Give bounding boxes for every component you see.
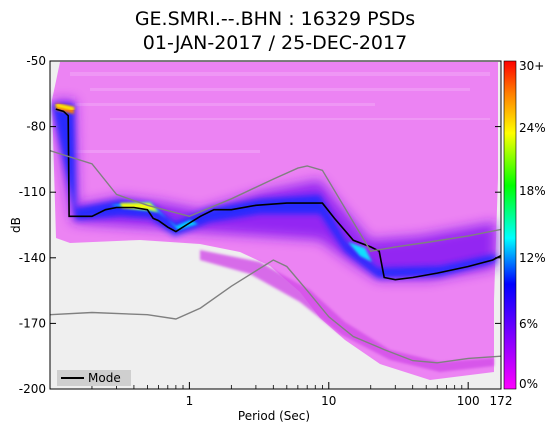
density-streaks <box>60 72 490 153</box>
colorbar-frame <box>503 60 517 390</box>
colorbar-label: 24% <box>519 121 546 135</box>
y-tick-label: -200 <box>19 382 46 396</box>
chart-subtitle: 01-JAN-2017 / 25-DEC-2017 <box>143 32 407 54</box>
x-tick-label: 172 <box>490 394 513 408</box>
colorbar-label: 0% <box>519 377 538 391</box>
y-tick-label: -50 <box>26 54 46 68</box>
legend-box <box>57 370 131 386</box>
y-tick-label: -80 <box>26 120 46 134</box>
x-axis-label: Period (Sec) <box>238 409 310 423</box>
density-peak-highlight <box>55 103 75 111</box>
x-tick-label: 10 <box>321 394 336 408</box>
density-core <box>52 100 496 280</box>
colorbar-label: 18% <box>519 184 546 198</box>
colorbar: 30+ 24% 18% 12% 6% 0% <box>503 59 546 391</box>
x-tick-label: 100 <box>457 394 480 408</box>
legend-mode-label: Mode <box>88 371 121 385</box>
noise-model-line-2 <box>50 259 501 364</box>
mode-line <box>55 108 501 281</box>
density-highlight-long-period <box>348 242 372 262</box>
series-layer <box>50 108 501 364</box>
plot-frame <box>49 60 502 390</box>
psd-density <box>52 62 498 380</box>
chart-title: GE.SMRI.--.BHN : 16329 PSDs <box>135 8 415 30</box>
legend: Mode <box>57 370 131 386</box>
x-tick-label: 1 <box>186 394 194 408</box>
colorbar-scale <box>504 61 516 389</box>
colorbar-label: 6% <box>519 317 538 331</box>
y-axis: -50 -80 -110 -140 -170 -200 <box>19 54 501 396</box>
noise-model-line-1 <box>50 150 501 252</box>
y-tick-label: -110 <box>19 185 46 199</box>
density-secondary-track <box>200 250 494 372</box>
y-tick-label: -170 <box>19 316 46 330</box>
colorbar-label: 12% <box>519 251 546 265</box>
colorbar-label: 30+ <box>519 59 544 73</box>
colorbar-labels: 30+ 24% 18% 12% 6% 0% <box>519 59 546 391</box>
y-tick-label: -140 <box>19 251 46 265</box>
x-axis: 1 10 100 172 <box>91 382 513 408</box>
y-axis-label: dB <box>9 217 23 233</box>
